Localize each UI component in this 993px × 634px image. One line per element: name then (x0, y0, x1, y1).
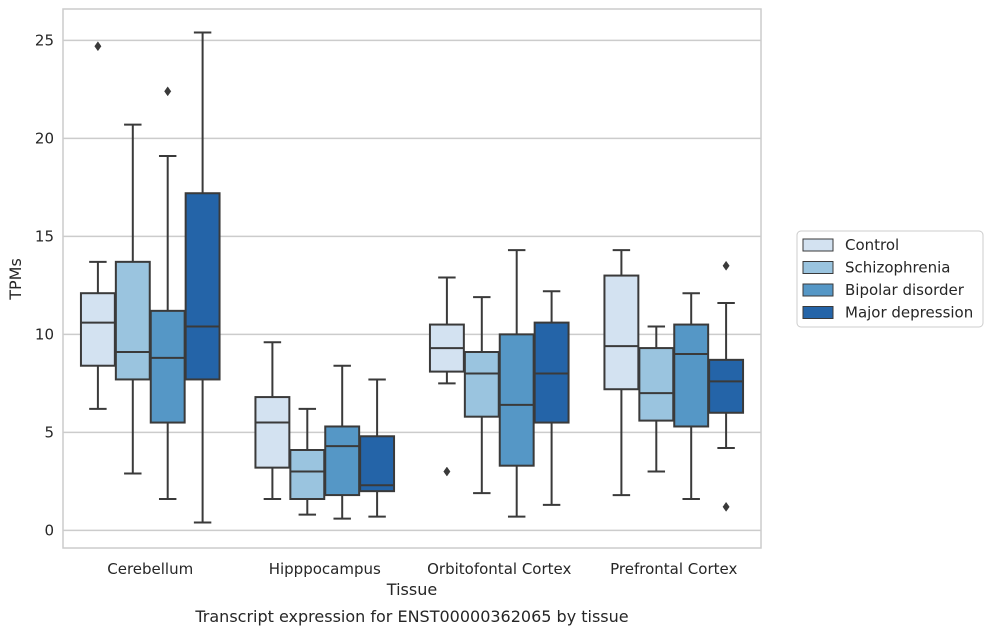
iqr-box (289, 449, 326, 500)
legend-swatch (802, 261, 834, 274)
box-3-0 (603, 249, 640, 497)
legend-label: Major depression (845, 304, 973, 322)
box-3-2 (673, 292, 710, 500)
box-2-1 (463, 296, 500, 495)
box-1-3 (359, 378, 396, 518)
box-2-2 (498, 249, 535, 518)
outlier-point (722, 260, 730, 271)
y-axis-title: TPMs (6, 258, 25, 301)
y-tick-label: 5 (44, 423, 54, 441)
x-tick-label: Hipppocampus (269, 560, 381, 578)
legend-swatch (802, 238, 834, 252)
iqr-box (254, 396, 291, 469)
figure-caption: Transcript expression for ENST0000036206… (194, 607, 628, 626)
y-tick-label: 15 (35, 227, 54, 245)
legend-swatch (802, 306, 834, 319)
y-tick-label: 0 (44, 521, 54, 539)
box-2-3 (533, 290, 570, 506)
iqr-box (673, 323, 710, 428)
outlier-point (722, 501, 730, 512)
y-tick-labels: 0 5 10 15 20 25 (35, 31, 54, 539)
box-2-0 (428, 276, 465, 477)
legend-items: Control Schizophrenia Bipolar disorder Majo… (802, 236, 973, 322)
legend-swatch (802, 283, 834, 297)
box-0-1 (114, 123, 151, 475)
outlier-point (443, 466, 451, 477)
y-tick-label: 20 (35, 129, 54, 147)
iqr-box (638, 347, 675, 422)
x-tick-label: Cerebellum (107, 560, 193, 578)
iqr-box (324, 425, 361, 497)
plot-area-frame (62, 8, 762, 549)
box-0-3 (184, 31, 221, 524)
legend-label: Schizophrenia (845, 259, 950, 277)
iqr-box (359, 435, 396, 493)
box-1-0 (254, 341, 291, 500)
iqr-box (79, 292, 116, 367)
iqr-box (114, 260, 151, 381)
box-groups (79, 31, 745, 524)
iqr-box (184, 192, 221, 381)
x-tick-labels: Cerebellum Hipppocampus Orbitofontal Corte… (107, 560, 737, 578)
box-3-1 (638, 325, 675, 473)
outlier-point (94, 41, 102, 52)
box-0-0 (79, 41, 116, 410)
iqr-box (463, 351, 500, 418)
legend-label: Bipolar disorder (845, 281, 965, 299)
box-0-2 (149, 86, 186, 500)
outlier-point (164, 86, 172, 97)
x-axis-title: Tissue (386, 580, 437, 599)
iqr-box (708, 358, 745, 414)
y-tick-label: 10 (35, 325, 54, 343)
x-tick-label: Prefrontal Cortex (610, 560, 737, 578)
iqr-box (149, 309, 186, 424)
legend: Control Schizophrenia Bipolar disorder Majo… (796, 230, 984, 328)
box-3-3 (708, 260, 745, 512)
iqr-box (498, 333, 535, 467)
legend-frame (796, 230, 984, 328)
iqr-box (603, 274, 640, 391)
box-1-2 (324, 364, 361, 520)
legend-label: Control (845, 236, 899, 254)
box-1-1 (289, 407, 326, 516)
y-tick-label: 25 (35, 31, 54, 49)
x-tick-label: Orbitofontal Cortex (427, 560, 571, 578)
